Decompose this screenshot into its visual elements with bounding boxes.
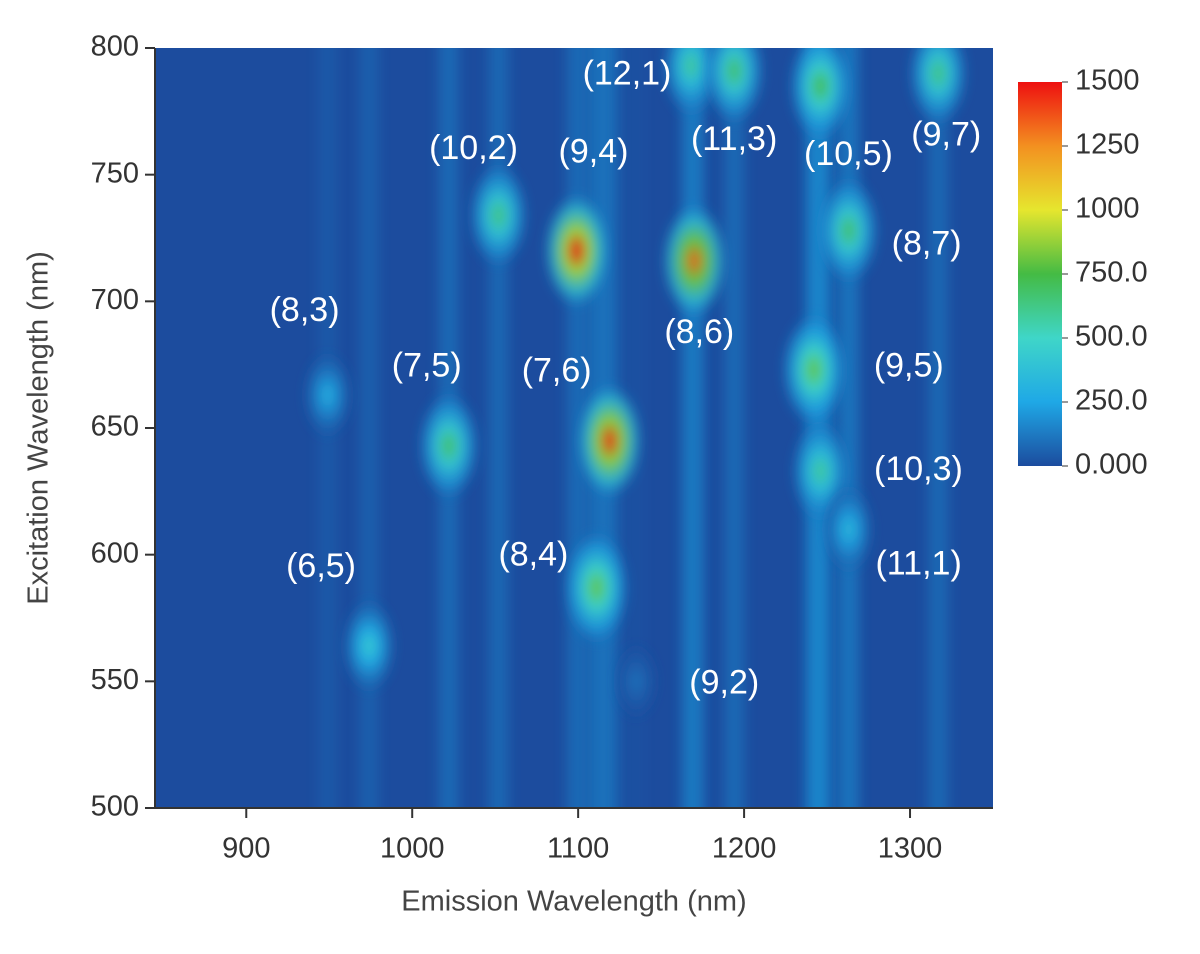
peak-label: (10,5)	[804, 135, 893, 173]
peak-label: (8,3)	[270, 291, 340, 329]
y-tick-label: 700	[91, 284, 139, 316]
peak	[542, 192, 611, 309]
x-tick-label: 1200	[712, 833, 777, 865]
peak-label: (9,2)	[689, 663, 759, 701]
peak-label: (9,5)	[874, 347, 944, 385]
peak-label: (10,2)	[429, 129, 518, 167]
peak-label: (8,6)	[664, 313, 734, 351]
peak-label: (6,5)	[286, 547, 356, 585]
peak-label: (10,3)	[874, 450, 963, 488]
colorbar-tick-label: 250.0	[1075, 385, 1148, 417]
streak	[929, 48, 948, 808]
y-tick-label: 800	[91, 31, 139, 63]
peak-label: (11,3)	[691, 120, 777, 158]
y-tick-label: 650	[91, 411, 139, 443]
colorbar-tick-label: 1000	[1075, 193, 1140, 225]
colorbar-tick-label: 1250	[1075, 129, 1140, 161]
y-axis-title: Excitation Wavelength (nm)	[23, 251, 55, 605]
peak	[302, 351, 354, 439]
peak	[822, 484, 875, 575]
peak	[341, 598, 398, 694]
y-tick-label: 500	[91, 791, 139, 823]
colorbar-tick-label: 1500	[1075, 65, 1140, 97]
peak	[416, 390, 482, 501]
peak	[701, 48, 767, 126]
streak	[725, 48, 744, 808]
peak	[614, 643, 659, 720]
peak-label: (7,6)	[522, 352, 592, 390]
axes: 900 1000 1100 1200 1300 500 550 600 650 700 750 800	[91, 31, 993, 865]
peak	[816, 175, 881, 286]
colorbar-tick-label: 500.0	[1075, 321, 1148, 353]
y-tick-label: 550	[91, 664, 139, 696]
x-tick-label: 1300	[878, 833, 943, 865]
colorbar-ticks: 0.000 250.0 500.0 750.0 1000 1250 1500	[1062, 65, 1148, 481]
peak	[467, 161, 530, 269]
y-tick-label: 600	[91, 537, 139, 569]
peak-label: (9,4)	[559, 133, 629, 171]
x-axis-title: Emission Wavelength (nm)	[401, 886, 746, 918]
peak-label: (11,1)	[875, 544, 961, 582]
x-tick-label: 1100	[547, 833, 609, 865]
annotations: (8,3) (6,5) (7,5) (10,2) (9,4) (7,6) (8,4) (8,6…	[270, 55, 982, 702]
x-tick-label: 1000	[380, 833, 445, 865]
peak-label: (8,7)	[892, 224, 962, 262]
peak-label: (7,5)	[392, 347, 462, 385]
peak-label: (8,4)	[498, 536, 568, 574]
peak	[660, 202, 729, 319]
peak	[779, 311, 848, 428]
peaks	[302, 48, 970, 720]
colorbar	[1018, 82, 1062, 466]
peak	[787, 48, 854, 143]
peak-label: (12,1)	[583, 55, 672, 93]
y-tick-label: 750	[91, 157, 139, 189]
streak	[360, 48, 379, 808]
peak-label: (9,7)	[911, 115, 981, 153]
peak	[575, 382, 644, 499]
peak	[906, 48, 970, 127]
peak	[562, 529, 631, 646]
colorbar-tick-label: 0.000	[1075, 449, 1148, 481]
colorbar-tick-label: 750.0	[1075, 257, 1148, 289]
x-tick-label: 900	[222, 833, 270, 865]
